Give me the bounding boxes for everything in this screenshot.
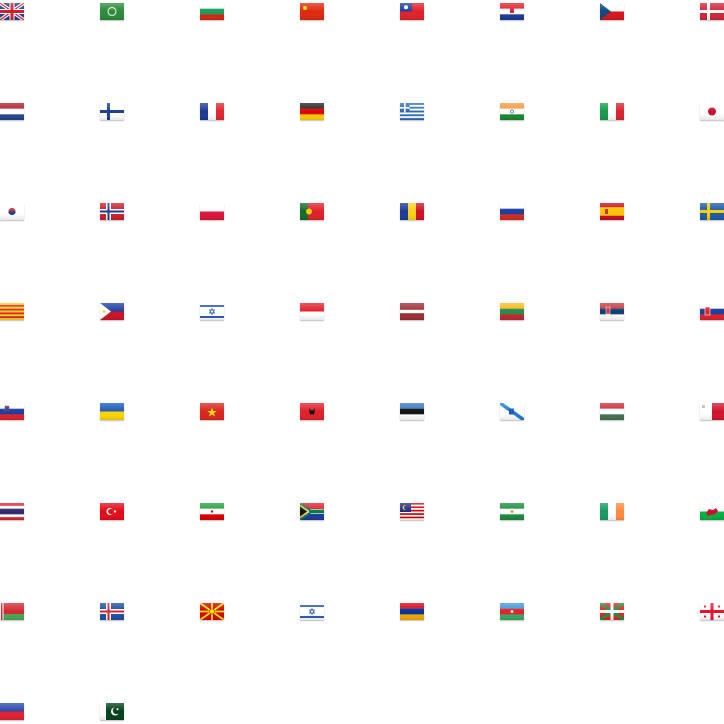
flag-israel-icon[interactable] [200,303,224,320]
flag-south-africa-icon[interactable] [300,503,324,520]
flag-greece-icon[interactable] [400,103,424,120]
flag-iran-icon[interactable] [200,503,224,520]
flag-norway-icon[interactable] [100,203,124,220]
flag-france-icon[interactable] [200,103,224,120]
flag-denmark-icon[interactable] [700,3,724,20]
flag-andalusia-icon[interactable] [500,503,524,520]
flag-lithuania-icon[interactable] [500,303,524,320]
flag-hungary-icon[interactable] [600,403,624,420]
flag-slovakia-icon[interactable] [700,303,724,320]
flag-spain-icon[interactable] [600,203,624,220]
flag-pakistan-icon[interactable] [100,703,124,720]
flag-albania-icon[interactable] [300,403,324,420]
flag-vietnam-icon[interactable] [200,403,224,420]
flag-india-icon[interactable] [500,103,524,120]
flag-malaysia-icon[interactable] [400,503,424,520]
flag-china-icon[interactable] [300,3,324,20]
flag-haiti-icon[interactable] [0,703,24,720]
flag-galicia-icon[interactable] [500,403,524,420]
flag-romania-icon[interactable] [400,203,424,220]
flag-germany-icon[interactable] [300,103,324,120]
flag-thailand-icon[interactable] [0,503,24,520]
flag-sweden-icon[interactable] [700,203,724,220]
flag-united-kingdom-icon[interactable] [0,3,24,20]
flag-russia-icon[interactable] [500,203,524,220]
flag-serbia-icon[interactable] [600,303,624,320]
flag-georgia-icon[interactable] [700,603,724,620]
flag-basque-country-icon[interactable] [600,603,624,620]
flag-south-korea-icon[interactable] [0,203,24,220]
flag-ireland-icon[interactable] [600,503,624,520]
flag-turkey-icon[interactable] [100,503,124,520]
flag-armenia-icon[interactable] [400,603,424,620]
flag-latvia-icon[interactable] [400,303,424,320]
flag-portugal-icon[interactable] [300,203,324,220]
flag-macedonia-icon[interactable] [200,603,224,620]
flag-finland-icon[interactable] [100,103,124,120]
flag-belarus-icon[interactable] [0,603,24,620]
flag-catalonia-icon[interactable] [0,303,24,320]
flag-japan-icon[interactable] [700,103,724,120]
flag-ukraine-icon[interactable] [100,403,124,420]
flag-poland-icon[interactable] [200,203,224,220]
flag-bulgaria-icon[interactable] [200,3,224,20]
flag-taiwan-icon[interactable] [400,3,424,20]
flag-israel-icon[interactable] [300,603,324,620]
flag-czech-republic-icon[interactable] [600,3,624,20]
flag-italy-icon[interactable] [600,103,624,120]
flag-azerbaijan-icon[interactable] [500,603,524,620]
flag-philippines-icon[interactable] [100,303,124,320]
flag-indonesia-icon[interactable] [300,303,324,320]
flag-slovenia-icon[interactable] [0,403,24,420]
flag-croatia-icon[interactable] [500,3,524,20]
flag-iceland-icon[interactable] [100,603,124,620]
flag-netherlands-icon[interactable] [0,103,24,120]
flag-malta-icon[interactable] [700,403,724,420]
flag-wales-icon[interactable] [700,503,724,520]
flag-saudi-arabia-icon[interactable] [100,3,124,20]
flag-estonia-icon[interactable] [400,403,424,420]
